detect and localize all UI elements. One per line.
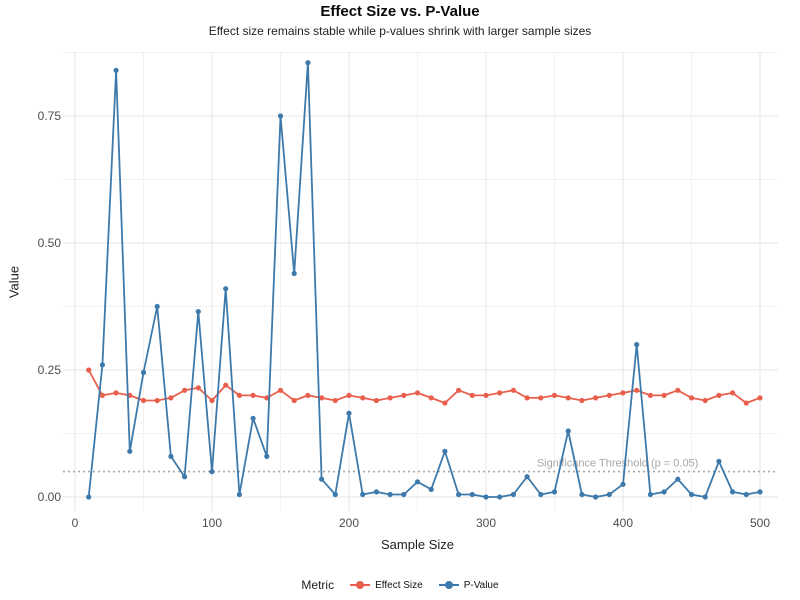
legend-label-p-value: P-Value: [463, 579, 499, 591]
svg-text:0.00: 0.00: [38, 490, 62, 504]
legend-key-p-value: [438, 578, 459, 592]
svg-text:200: 200: [339, 516, 359, 530]
legend-item-p-value: P-Value: [438, 578, 499, 592]
legend-dot-icon: [356, 581, 365, 589]
chart-subtitle: Effect size remains stable while p-value…: [208, 24, 592, 38]
axis-tick-labels: 0 100 200 300 400 500 0.00 0.25 0.50 0.75: [38, 109, 771, 530]
svg-text:0: 0: [72, 516, 79, 530]
legend-dot-icon: [444, 581, 453, 589]
svg-text:0.50: 0.50: [38, 236, 62, 250]
svg-text:500: 500: [750, 516, 770, 530]
legend-title: Metric: [301, 578, 335, 592]
gridlines-major: [63, 52, 778, 511]
svg-text:400: 400: [613, 516, 633, 530]
legend-key-effect-size: [350, 578, 371, 592]
threshold-label: Significance Threshold (p = 0.05): [537, 458, 699, 470]
legend: Metric Effect Size P-Value: [0, 578, 800, 592]
x-axis-label: Sample Size: [381, 537, 454, 552]
svg-text:300: 300: [476, 516, 496, 530]
chart-title: Effect Size vs. P-Value: [320, 3, 480, 20]
legend-item-effect-size: Effect Size: [350, 578, 423, 592]
series-p-value: [86, 60, 763, 500]
legend-label-effect-size: Effect Size: [375, 579, 423, 591]
series-effect-size: [86, 367, 763, 406]
svg-text:0.75: 0.75: [38, 109, 62, 123]
svg-text:100: 100: [202, 516, 222, 530]
svg-text:0.25: 0.25: [38, 363, 62, 377]
